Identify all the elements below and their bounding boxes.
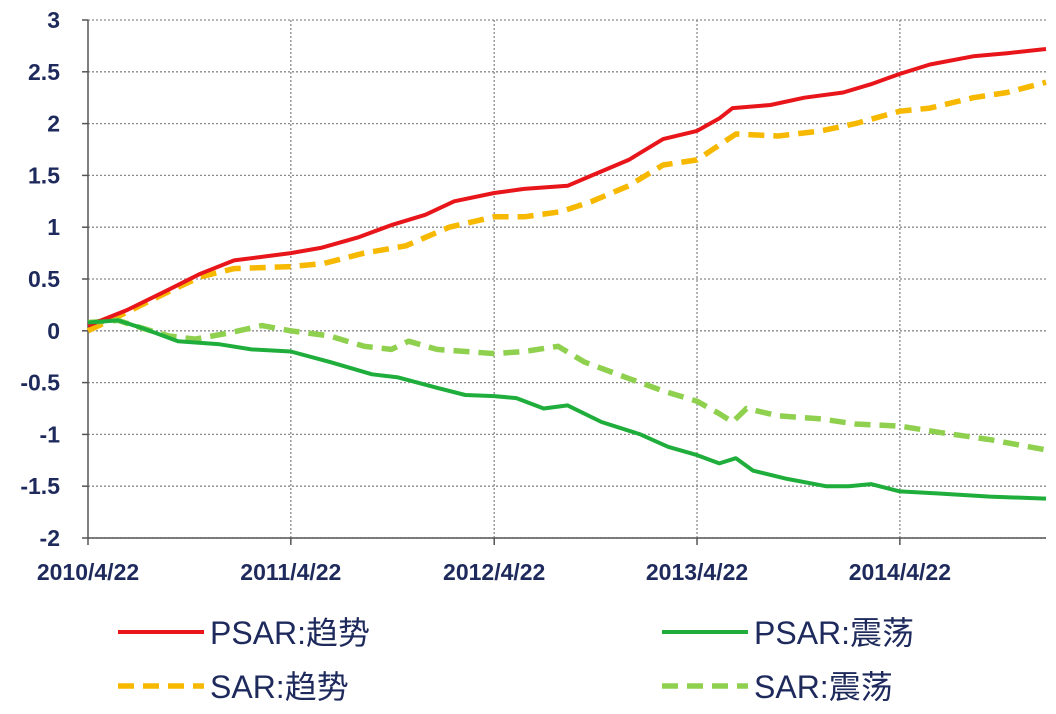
y-tick-label: -1 (40, 421, 61, 447)
series-line-3 (86, 79, 1047, 334)
series-line-2 (87, 318, 1047, 501)
x-tick-label: 2011/4/22 (240, 559, 341, 585)
y-tick-label: 1.5 (28, 162, 60, 188)
y-tick-label: -0.5 (20, 370, 60, 396)
y-tick-label: -2 (40, 525, 60, 551)
x-tick-label: 2012/4/22 (443, 559, 545, 585)
legend: PSAR:趋势 PSAR:震荡 SAR:趋势 SAR:震荡 (118, 615, 914, 705)
x-tick-labels: 2010/4/22 2011/4/22 2012/4/22 2013/4/22 2014… (37, 559, 951, 585)
x-tick-label: 2014/4/22 (849, 559, 951, 585)
y-tick-label: 0 (47, 318, 60, 344)
y-tick-label: 1 (47, 214, 60, 240)
series-line-1 (87, 47, 1047, 328)
y-tick-label: -1.5 (20, 473, 60, 499)
y-tick-label: 3 (47, 7, 60, 33)
y-tick-label: 0.5 (28, 266, 60, 292)
series-lines (86, 47, 1047, 501)
series-line-4 (87, 317, 1047, 453)
x-tick-label: 2013/4/22 (646, 559, 748, 585)
legend-label-4: SAR:震荡 (754, 669, 893, 705)
grid (88, 19, 1046, 539)
y-tick-labels: 3 2.5 2 1.5 1 0.5 0 -0.5 -1 -1.5 -2 (20, 7, 60, 551)
y-tick-label: 2 (47, 111, 60, 137)
x-tick-label: 2010/4/22 (37, 559, 139, 585)
legend-label-1: PSAR:趋势 (210, 615, 370, 651)
legend-label-3: SAR:趋势 (210, 669, 349, 705)
y-tick-label: 2.5 (28, 59, 60, 85)
axes (82, 19, 1046, 545)
legend-label-2: PSAR:震荡 (754, 615, 914, 651)
